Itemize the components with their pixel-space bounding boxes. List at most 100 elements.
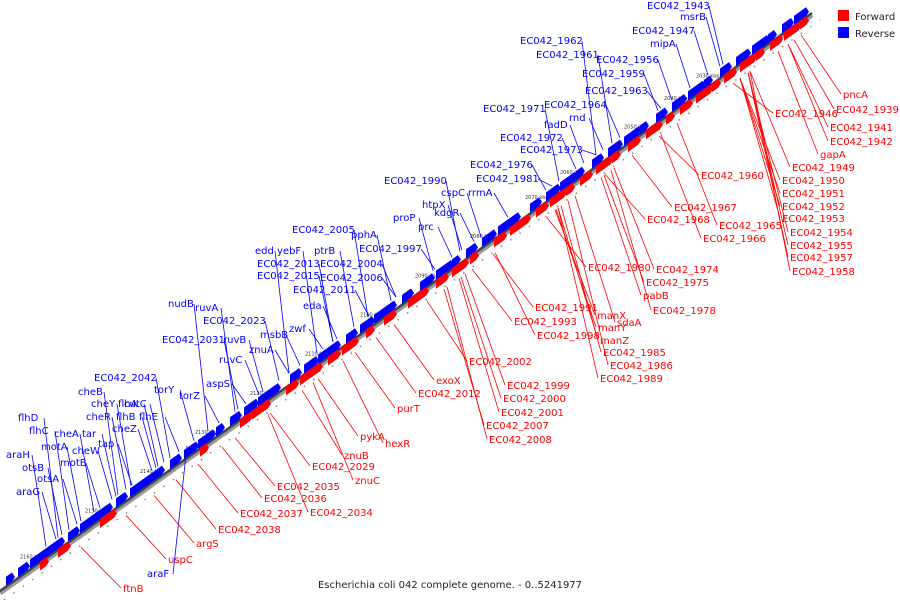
forward-gene-label[interactable]: EC042_2000 bbox=[503, 394, 566, 405]
forward-gene-label[interactable]: EC042_1968 bbox=[647, 215, 710, 226]
reverse-gene-label[interactable]: yebF bbox=[277, 246, 301, 257]
reverse-gene-label[interactable]: EC042_2011 bbox=[293, 285, 356, 296]
reverse-gene-label[interactable]: eda bbox=[303, 301, 322, 312]
forward-gene-label[interactable]: EC042_1975 bbox=[646, 278, 709, 289]
forward-gene-label[interactable]: manY bbox=[598, 323, 627, 334]
reverse-gene-label[interactable]: htpX bbox=[422, 200, 446, 211]
reverse-gene-feature[interactable] bbox=[130, 479, 145, 498]
forward-gene-feature[interactable] bbox=[770, 34, 783, 51]
reverse-gene-label[interactable]: cheR bbox=[86, 412, 111, 423]
forward-gene-label[interactable]: manX bbox=[597, 311, 626, 322]
reverse-gene-feature[interactable] bbox=[512, 212, 521, 226]
forward-gene-label[interactable]: EC042_1991 bbox=[535, 303, 598, 314]
reverse-gene-feature[interactable] bbox=[782, 17, 794, 34]
forward-gene-feature[interactable] bbox=[740, 53, 757, 73]
reverse-gene-feature[interactable] bbox=[56, 536, 65, 551]
forward-gene-feature[interactable] bbox=[420, 286, 429, 301]
reverse-gene-feature[interactable] bbox=[258, 386, 276, 407]
reverse-gene-label[interactable]: aspS bbox=[206, 379, 230, 390]
forward-gene-feature[interactable] bbox=[342, 336, 359, 356]
reverse-gene-label[interactable]: rnd bbox=[569, 113, 586, 124]
reverse-gene-label[interactable]: EC042_1963 bbox=[585, 86, 648, 97]
forward-gene-label[interactable]: EC042_1986 bbox=[610, 361, 673, 372]
reverse-gene-feature[interactable] bbox=[272, 383, 281, 397]
reverse-gene-label[interactable]: otsB bbox=[22, 463, 44, 474]
reverse-gene-feature[interactable] bbox=[318, 343, 336, 364]
reverse-gene-label[interactable]: pphA bbox=[351, 230, 377, 241]
reverse-gene-label[interactable]: ruvB bbox=[223, 335, 246, 346]
reverse-gene-label[interactable]: cheA bbox=[54, 429, 79, 440]
forward-gene-label[interactable]: pabB bbox=[643, 291, 669, 302]
forward-gene-label[interactable]: EC042_1966 bbox=[703, 234, 766, 245]
forward-gene-label[interactable]: EC042_1974 bbox=[656, 265, 719, 276]
reverse-gene-feature[interactable] bbox=[452, 254, 461, 269]
forward-gene-label[interactable]: EC042_2002 bbox=[469, 357, 532, 368]
forward-gene-feature[interactable] bbox=[262, 399, 271, 413]
forward-gene-label[interactable]: EC042_2008 bbox=[489, 435, 552, 446]
forward-gene-label[interactable]: EC042_1989 bbox=[600, 374, 663, 385]
reverse-gene-label[interactable]: nudB bbox=[168, 299, 194, 310]
forward-gene-feature[interactable] bbox=[300, 366, 317, 386]
reverse-gene-label[interactable]: araF bbox=[147, 569, 169, 580]
forward-gene-label[interactable]: EC042_2029 bbox=[312, 462, 375, 473]
reverse-gene-label[interactable]: EC042_2006 bbox=[320, 273, 383, 284]
reverse-gene-feature[interactable] bbox=[672, 94, 687, 112]
reverse-gene-feature[interactable] bbox=[794, 7, 809, 25]
reverse-gene-feature[interactable] bbox=[216, 422, 225, 437]
reverse-gene-feature[interactable] bbox=[402, 288, 414, 304]
forward-gene-label[interactable]: EC042_1965 bbox=[719, 221, 782, 232]
forward-gene-label[interactable]: EC042_1942 bbox=[830, 137, 893, 148]
forward-gene-label[interactable]: EC042_1939 bbox=[836, 105, 899, 116]
forward-gene-label[interactable]: EC042_1998 bbox=[537, 331, 600, 342]
forward-gene-label[interactable]: EC042_2038 bbox=[218, 525, 281, 536]
reverse-gene-label[interactable]: tap bbox=[98, 439, 114, 450]
forward-gene-feature[interactable] bbox=[628, 135, 641, 152]
reverse-gene-label[interactable]: torZ bbox=[179, 391, 200, 402]
reverse-gene-feature[interactable] bbox=[592, 153, 604, 169]
forward-gene-feature[interactable] bbox=[680, 98, 693, 115]
reverse-gene-feature[interactable] bbox=[18, 561, 30, 578]
reverse-gene-label[interactable]: EC042_1961 bbox=[536, 50, 599, 61]
reverse-gene-label[interactable]: flhE bbox=[139, 412, 158, 423]
forward-gene-label[interactable]: EC042_1958 bbox=[792, 267, 855, 278]
forward-gene-feature[interactable] bbox=[100, 508, 117, 528]
forward-gene-label[interactable]: EC042_1967 bbox=[674, 203, 737, 214]
reverse-gene-label[interactable]: ruvC bbox=[219, 355, 242, 366]
reverse-gene-feature[interactable] bbox=[304, 356, 319, 374]
forward-gene-label[interactable]: EC042_1952 bbox=[782, 202, 845, 213]
reverse-gene-label[interactable]: EC042_1973 bbox=[520, 145, 583, 156]
reverse-gene-label[interactable]: tar bbox=[82, 429, 97, 440]
forward-gene-label[interactable]: znuB bbox=[344, 451, 369, 462]
forward-gene-label[interactable]: EC042_2012 bbox=[418, 389, 481, 400]
reverse-gene-feature[interactable] bbox=[768, 30, 777, 44]
reverse-gene-label[interactable]: znuA bbox=[249, 345, 274, 356]
reverse-gene-feature[interactable] bbox=[244, 398, 259, 417]
forward-gene-feature[interactable] bbox=[240, 412, 253, 429]
reverse-gene-label[interactable]: EC042_1981 bbox=[476, 174, 539, 185]
reverse-gene-feature[interactable] bbox=[466, 242, 478, 259]
reverse-gene-feature[interactable] bbox=[624, 126, 642, 146]
reverse-gene-label[interactable]: EC042_1976 bbox=[470, 160, 533, 171]
reverse-gene-feature[interactable] bbox=[736, 48, 751, 67]
reverse-gene-feature[interactable] bbox=[656, 107, 668, 124]
forward-gene-feature[interactable] bbox=[452, 258, 469, 278]
forward-gene-feature[interactable] bbox=[366, 325, 375, 339]
reverse-gene-label[interactable]: flhD bbox=[18, 413, 39, 424]
reverse-gene-label[interactable]: EC042_1943 bbox=[647, 1, 710, 12]
reverse-gene-label[interactable]: edd bbox=[255, 246, 274, 257]
reverse-gene-label[interactable]: cheZ bbox=[112, 424, 137, 435]
reverse-gene-label[interactable]: araH bbox=[6, 450, 30, 461]
reverse-gene-label[interactable]: cheW bbox=[72, 446, 100, 457]
forward-gene-feature[interactable] bbox=[612, 150, 621, 164]
reverse-gene-label[interactable]: motB bbox=[60, 458, 87, 469]
reverse-gene-label[interactable]: EC042_2004 bbox=[320, 259, 383, 270]
reverse-gene-feature[interactable] bbox=[68, 526, 80, 542]
reverse-gene-label[interactable]: EC042_2005 bbox=[292, 225, 355, 236]
reverse-gene-label[interactable]: rrmA bbox=[468, 188, 493, 199]
forward-gene-label[interactable]: ftnB bbox=[123, 584, 144, 595]
forward-gene-label[interactable]: EC042_1980 bbox=[588, 263, 651, 274]
forward-gene-label[interactable]: argS bbox=[196, 539, 219, 550]
reverse-gene-label[interactable]: torY bbox=[154, 385, 175, 396]
forward-gene-label[interactable]: EC042_1941 bbox=[830, 123, 893, 134]
forward-gene-feature[interactable] bbox=[328, 349, 341, 366]
